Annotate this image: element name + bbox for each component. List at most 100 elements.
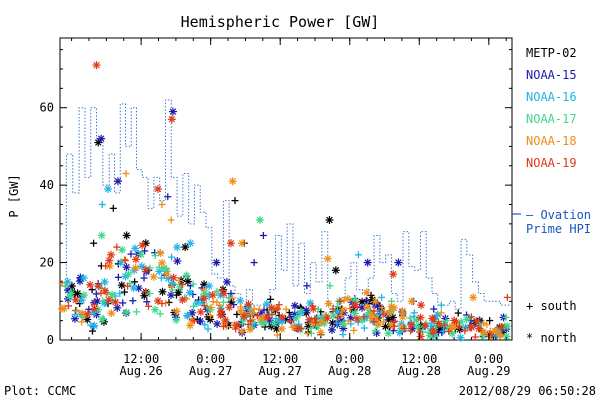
data-point-peak	[250, 259, 258, 267]
data-point	[158, 258, 167, 267]
x-tick-date-label: Aug.28	[398, 364, 441, 378]
data-point	[390, 303, 399, 312]
data-point	[323, 314, 332, 323]
chart-title: Hemispheric Power [GW]	[181, 13, 380, 31]
data-point	[295, 320, 303, 328]
data-point-peak	[153, 185, 162, 193]
data-point	[439, 320, 448, 329]
data-point-peak	[167, 115, 176, 124]
data-point	[200, 302, 208, 310]
data-point	[483, 321, 491, 329]
data-point	[178, 295, 187, 304]
data-point	[215, 301, 223, 309]
data-point	[100, 278, 109, 287]
data-point	[79, 274, 88, 283]
data-point	[438, 329, 446, 337]
data-point	[452, 318, 460, 326]
data-point-peak	[237, 239, 246, 248]
data-point	[219, 298, 227, 306]
data-point	[493, 326, 501, 334]
data-point-peak	[394, 258, 403, 267]
data-point	[378, 304, 386, 312]
data-point	[141, 247, 149, 255]
data-point	[108, 290, 117, 299]
data-point	[237, 327, 246, 336]
data-point	[455, 322, 463, 330]
data-point	[238, 320, 246, 328]
data-point	[175, 277, 183, 285]
data-point	[244, 320, 252, 328]
data-point	[129, 284, 138, 293]
data-point	[311, 315, 319, 323]
ovation-prime-hpi-line	[60, 99, 512, 318]
data-point-peak	[228, 177, 237, 186]
data-point	[99, 315, 107, 323]
data-point	[327, 325, 336, 334]
data-point	[472, 317, 481, 326]
data-point	[262, 299, 271, 308]
data-point	[311, 318, 319, 326]
data-point	[178, 281, 186, 289]
plot-credit: Plot: CCMC	[4, 384, 76, 398]
data-point-peak	[430, 305, 438, 313]
data-point	[416, 313, 425, 322]
data-point-peak	[146, 290, 154, 298]
data-point	[267, 295, 275, 303]
data-point	[189, 303, 197, 311]
data-point	[189, 280, 197, 288]
data-point	[138, 241, 147, 250]
data-point	[406, 314, 414, 322]
data-point	[236, 296, 245, 305]
y-tick-label: 60	[40, 101, 54, 115]
data-point	[90, 304, 99, 313]
data-point-peak	[389, 270, 398, 279]
data-point	[304, 330, 312, 338]
data-point	[205, 282, 214, 291]
data-point	[131, 244, 140, 253]
data-point-peak	[226, 239, 235, 248]
x-tick-time-label: 12:00	[401, 352, 437, 366]
data-point-peak	[222, 277, 231, 286]
data-point	[173, 257, 182, 266]
data-point	[221, 315, 230, 324]
data-point	[433, 310, 442, 319]
data-point	[169, 273, 178, 282]
data-point	[219, 289, 228, 298]
data-point	[263, 313, 272, 322]
data-point	[497, 323, 506, 332]
data-point	[117, 281, 126, 290]
series-noaa-19	[65, 61, 511, 341]
data-point	[379, 318, 387, 326]
data-point	[268, 311, 276, 319]
data-point	[503, 322, 512, 331]
data-point	[92, 290, 100, 298]
data-point	[246, 317, 254, 325]
data-point	[461, 327, 469, 335]
data-point	[286, 317, 294, 325]
data-point	[244, 300, 253, 309]
data-point	[456, 333, 465, 342]
data-point	[105, 256, 114, 265]
data-point	[273, 331, 281, 339]
data-point	[350, 300, 359, 309]
data-point	[196, 307, 205, 316]
data-point	[416, 332, 425, 341]
data-point	[292, 313, 301, 322]
data-point	[358, 297, 367, 306]
data-point	[229, 294, 237, 302]
data-point	[429, 326, 438, 335]
data-point	[362, 288, 371, 297]
data-point	[253, 312, 261, 320]
data-point	[102, 262, 110, 270]
data-point	[94, 281, 103, 290]
data-point-peak	[231, 197, 239, 205]
data-point	[153, 296, 162, 305]
data-point	[324, 299, 333, 308]
legend-entry-noaa-17: NOAA-17	[526, 112, 577, 126]
data-point	[65, 302, 73, 310]
data-point	[407, 327, 415, 335]
data-point	[360, 313, 368, 321]
data-point-peak	[157, 274, 165, 282]
data-point	[239, 312, 248, 321]
data-point	[410, 309, 418, 317]
